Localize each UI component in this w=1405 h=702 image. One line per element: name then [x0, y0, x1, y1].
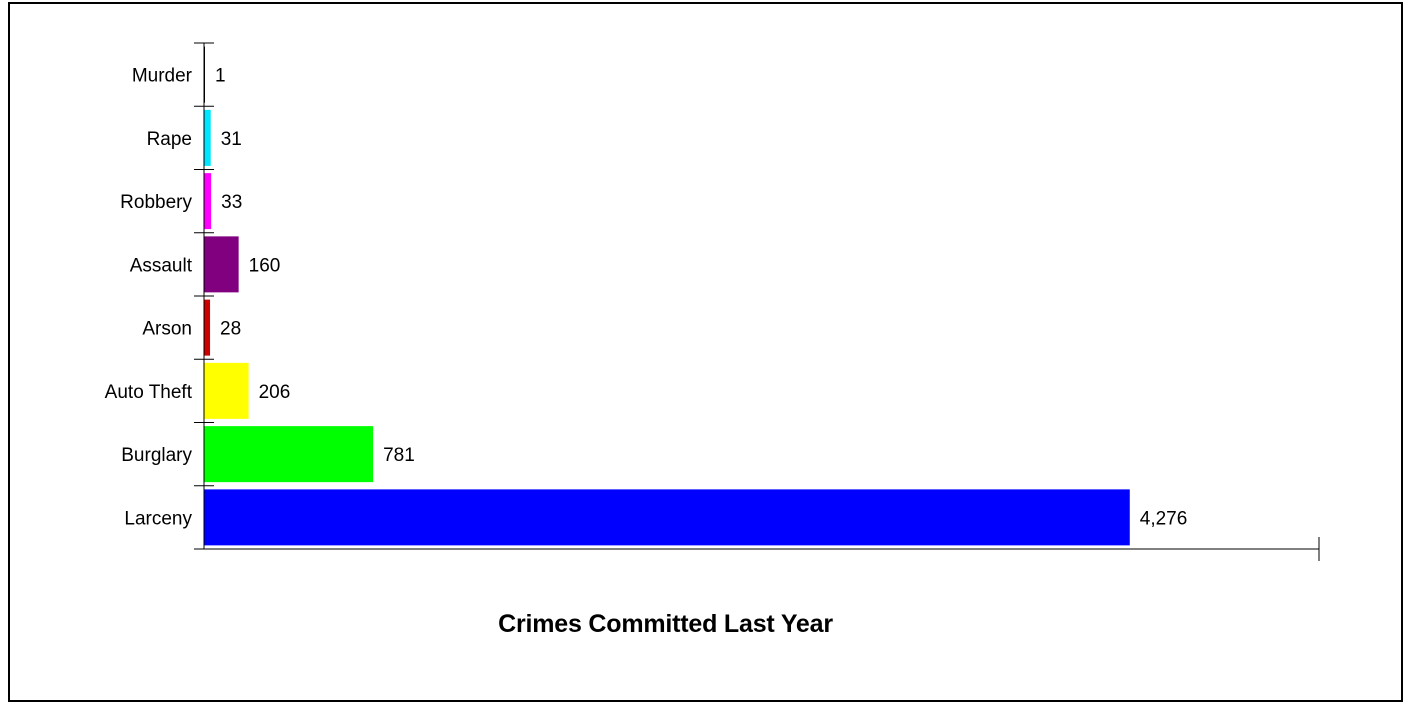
bar-arson [204, 299, 211, 356]
category-label: Burglary [121, 445, 192, 466]
value-label: 4,276 [1140, 508, 1188, 529]
category-label: Arson [142, 319, 192, 340]
value-label: 33 [221, 192, 242, 213]
category-label: Auto Theft [105, 382, 193, 403]
category-label: Assault [130, 255, 193, 276]
category-label: Robbery [120, 192, 192, 213]
bar-auto-theft [204, 362, 249, 419]
labels-group: Murder 1 Rape 31 Robbery 33 Assault 160 Arson 28 A… [105, 66, 1188, 530]
bar-chart: Murder 1 Rape 31 Robbery 33 Assault 160 Arson 28 A… [105, 42, 1320, 561]
category-label: Murder [132, 66, 193, 87]
value-label: 206 [259, 382, 291, 403]
chart-frame [8, 2, 1403, 702]
bar-rape [204, 109, 211, 166]
category-label: Larceny [124, 508, 192, 529]
value-label: 160 [249, 255, 281, 276]
value-label: 1 [215, 66, 226, 87]
value-label: 781 [383, 445, 415, 466]
bar-larceny [204, 489, 1130, 546]
bar-assault [204, 236, 239, 293]
category-label: Rape [147, 129, 192, 150]
value-label: 31 [221, 129, 242, 150]
bars-group [204, 46, 1130, 546]
value-label: 28 [220, 319, 241, 340]
chart-title: Crimes Committed Last Year [498, 610, 833, 638]
axes-group [194, 42, 1320, 561]
bar-burglary [204, 426, 374, 483]
bar-robbery [204, 173, 212, 230]
